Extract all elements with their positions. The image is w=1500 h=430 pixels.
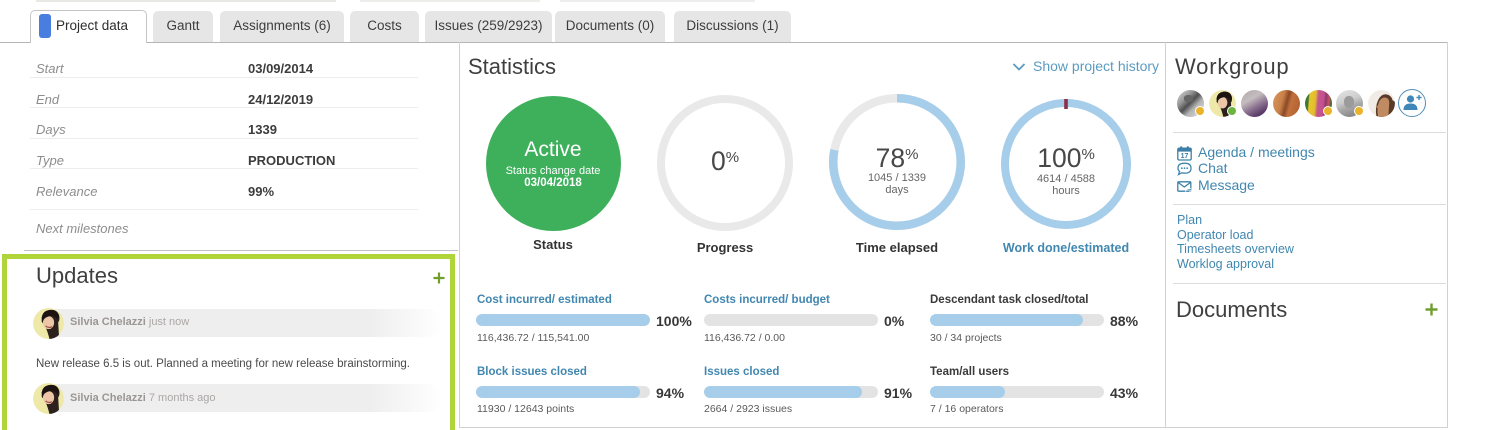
svg-text:17: 17 <box>1181 153 1189 160</box>
